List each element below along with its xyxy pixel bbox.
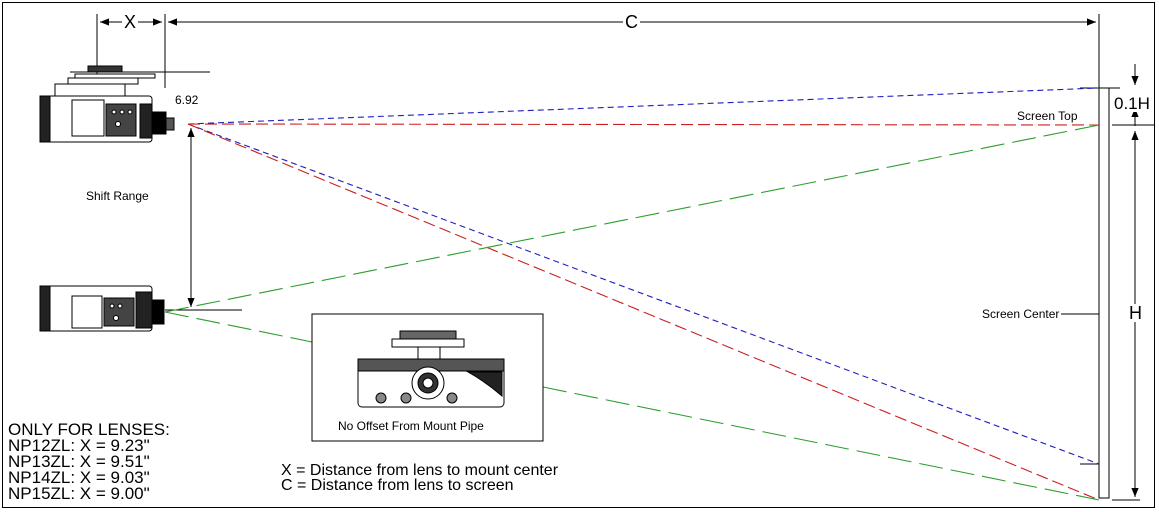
lenses-title: ONLY FOR LENSES: xyxy=(8,420,170,439)
red-rays xyxy=(187,123,1100,501)
green-rays xyxy=(164,124,1100,501)
screen xyxy=(1080,87,1120,499)
blue-rays xyxy=(187,87,1100,465)
lens-item: NP15ZL: X = 9.00" xyxy=(8,484,150,503)
inset-caption: No Offset From Mount Pipe xyxy=(338,419,484,433)
c-dimension-label: C xyxy=(623,12,640,32)
x-dimension-label: X xyxy=(122,12,139,32)
lens-item: NP14ZL: X = 9.03" xyxy=(8,468,150,487)
inset-box xyxy=(311,313,544,442)
height-dimension-label: H xyxy=(1127,303,1144,323)
lens-item: NP12ZL: X = 9.23" xyxy=(8,436,150,455)
legend-x-definition: X = Distance from lens to mount center xyxy=(281,462,559,479)
top-offset-label: 0.1H xyxy=(1112,94,1152,113)
ceiling-projector-upper xyxy=(39,65,175,143)
shift-range-label: Shift Range xyxy=(86,189,149,203)
legend-c-definition: C = Distance from lens to screen xyxy=(281,477,514,494)
offset-value-label: 6.92 xyxy=(175,93,199,107)
screen-center-label: Screen Center xyxy=(982,307,1060,321)
ceiling-projector-lower xyxy=(39,285,165,332)
screen-top-label: Screen Top xyxy=(1017,109,1078,123)
lens-item: NP13ZL: X = 9.51" xyxy=(8,452,150,471)
inset-projector-front xyxy=(357,330,505,408)
